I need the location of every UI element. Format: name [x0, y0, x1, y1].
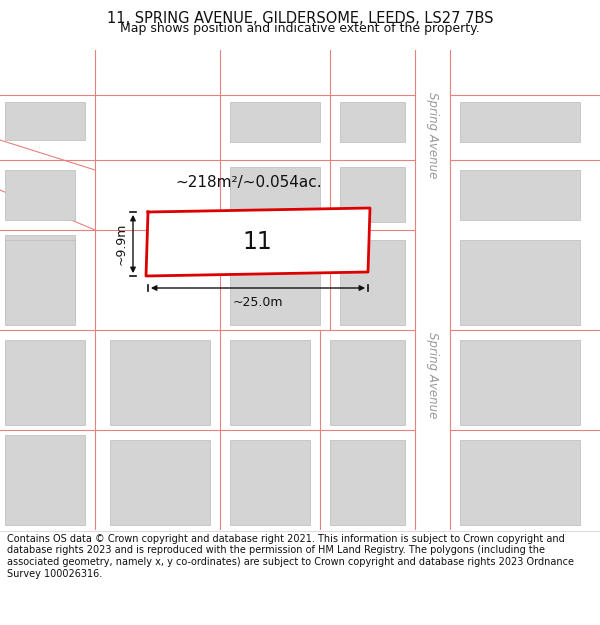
- Text: ~9.9m: ~9.9m: [115, 222, 128, 265]
- Bar: [330, 440, 405, 525]
- Bar: [5, 240, 75, 325]
- Bar: [460, 340, 580, 425]
- Bar: [460, 102, 580, 142]
- Bar: [5, 435, 85, 525]
- Text: Spring Avenue: Spring Avenue: [425, 332, 439, 418]
- Bar: [5, 340, 85, 425]
- Bar: [460, 440, 580, 525]
- Bar: [110, 440, 210, 525]
- Text: Map shows position and indicative extent of the property.: Map shows position and indicative extent…: [120, 22, 480, 35]
- Bar: [230, 340, 310, 425]
- Bar: [460, 170, 580, 220]
- Bar: [330, 340, 405, 425]
- Text: ~25.0m: ~25.0m: [233, 296, 283, 309]
- Bar: [5, 235, 75, 320]
- Bar: [460, 240, 580, 325]
- Bar: [340, 102, 405, 142]
- Bar: [230, 102, 320, 142]
- Text: ~218m²/~0.054ac.: ~218m²/~0.054ac.: [175, 175, 322, 190]
- Bar: [110, 340, 210, 425]
- Text: Contains OS data © Crown copyright and database right 2021. This information is : Contains OS data © Crown copyright and d…: [7, 534, 574, 579]
- Bar: [5, 170, 75, 220]
- Bar: [230, 440, 310, 525]
- Bar: [340, 240, 405, 325]
- Bar: [5, 102, 85, 140]
- Bar: [230, 167, 320, 222]
- Bar: [230, 240, 320, 325]
- Text: 11, SPRING AVENUE, GILDERSOME, LEEDS, LS27 7BS: 11, SPRING AVENUE, GILDERSOME, LEEDS, LS…: [107, 11, 493, 26]
- Text: Spring Avenue: Spring Avenue: [425, 92, 439, 178]
- Polygon shape: [146, 208, 370, 276]
- Text: 11: 11: [242, 230, 272, 254]
- Bar: [340, 167, 405, 222]
